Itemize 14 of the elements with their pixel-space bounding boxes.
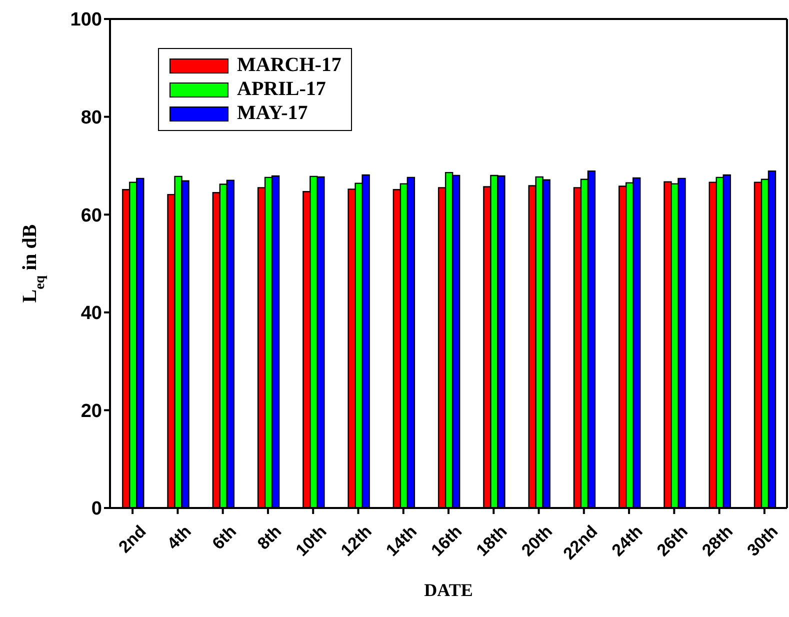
- x-tick-label: 8th: [254, 522, 286, 554]
- y-tick-label: 80: [80, 108, 102, 129]
- y-tick-label: 60: [80, 205, 102, 226]
- y-tick-label: 40: [80, 303, 102, 324]
- legend-label: MARCH-17: [237, 54, 342, 77]
- y-tick-label: 20: [80, 400, 102, 422]
- y-tick-label: 100: [70, 10, 102, 31]
- legend-label: APRIL-17: [237, 78, 326, 101]
- legend-label: MAY-17: [237, 102, 308, 125]
- x-tick-label: 6th: [208, 522, 240, 554]
- x-tick-label: 4th: [163, 522, 195, 554]
- y-tick-label: 0: [91, 498, 102, 520]
- x-tick-label: 30th: [744, 522, 782, 560]
- x-axis-title: DATE: [424, 580, 473, 600]
